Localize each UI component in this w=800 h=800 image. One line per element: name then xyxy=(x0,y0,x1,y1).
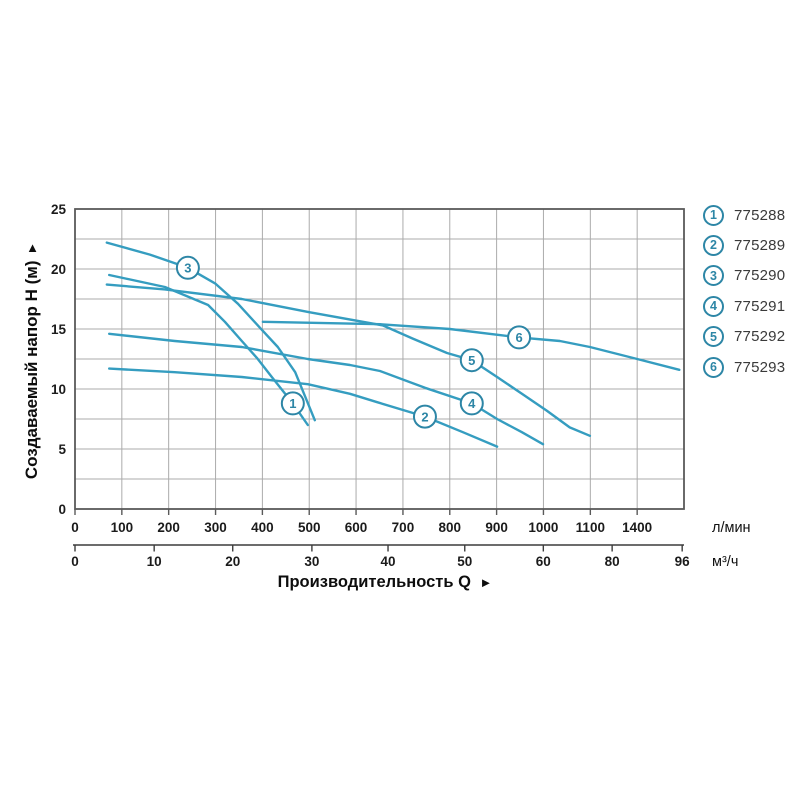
x-axis-m3h-ruler: 0 10 20 30 40 50 60 80 96 xyxy=(71,544,691,569)
curve-marker-number: 3 xyxy=(184,260,191,275)
legend-model-label: 775288 xyxy=(734,206,786,224)
legend-circle-number: 6 xyxy=(703,356,724,378)
x-m3h-tick-label: 40 xyxy=(381,554,396,569)
plot-grid xyxy=(75,209,684,509)
legend: 1 775288 2 775289 3 775290 4 775291 5 775292 6 7752… xyxy=(703,204,798,394)
y-tick-label: 5 xyxy=(58,442,66,457)
x-m3h-tick-label: 60 xyxy=(536,554,551,569)
legend-model-label: 775293 xyxy=(734,358,786,376)
legend-item-775292: 5 775292 xyxy=(703,326,785,348)
y-tick-label: 15 xyxy=(51,322,67,337)
x-m3h-tick-label: 30 xyxy=(304,554,319,569)
curve-number-markers: 1 2 3 4 5 6 xyxy=(175,255,532,429)
x-axis-title-text: Производительность Q xyxy=(277,573,471,591)
y-axis-title: Создаваемый напор H (м) ▲ xyxy=(22,215,44,505)
curve-775289 xyxy=(107,367,499,448)
curve-marker-6: 6 xyxy=(507,325,532,350)
curve-775290 xyxy=(105,241,316,422)
legend-item-775289: 2 775289 xyxy=(703,234,785,256)
legend-circle-number: 5 xyxy=(703,326,724,348)
y-tick-label: 10 xyxy=(51,382,66,397)
curve-775288 xyxy=(107,273,309,427)
x-axis-unit-m3h: м³/ч xyxy=(712,554,738,570)
x-lmin-tick-label: 1100 xyxy=(576,520,605,535)
x-lmin-tick-label: 400 xyxy=(251,520,274,535)
x-axis-unit-lmin: л/мин xyxy=(712,520,751,536)
x-m3h-tick-label: 80 xyxy=(605,554,620,569)
y-tick-label: 0 xyxy=(58,502,66,517)
curve-marker-number: 1 xyxy=(289,396,296,411)
x-lmin-tick-label: 500 xyxy=(298,520,321,535)
legend-model-label: 775290 xyxy=(734,267,786,285)
x-axis-arrow-icon: ► xyxy=(479,575,493,590)
curve-775291 xyxy=(107,332,545,446)
curve-marker-number: 6 xyxy=(515,330,522,345)
plot-border xyxy=(74,208,685,515)
x-m3h-tick-label: 20 xyxy=(225,554,240,569)
curve-marker-number: 5 xyxy=(468,353,475,368)
curve-marker-5: 5 xyxy=(459,348,484,373)
curve-marker-2: 2 xyxy=(412,404,437,429)
curve-marker-number: 2 xyxy=(421,409,428,424)
y-axis-arrow-icon: ▲ xyxy=(26,239,39,255)
x-lmin-tick-label: 1000 xyxy=(528,520,558,535)
legend-circle-number: 3 xyxy=(703,265,724,287)
curve-775292 xyxy=(105,283,592,437)
pump-curves xyxy=(105,241,681,448)
legend-circle-number: 1 xyxy=(703,204,724,226)
y-axis-title-text: Создаваемый напор H (м) xyxy=(22,260,41,480)
curve-775293 xyxy=(261,320,681,371)
x-m3h-tick-label: 0 xyxy=(71,554,79,569)
legend-item-775288: 1 775288 xyxy=(703,204,785,226)
legend-circle-number: 4 xyxy=(703,295,724,317)
x-lmin-tick-label: 700 xyxy=(392,520,415,535)
x-m3h-tick-label: 96 xyxy=(675,554,691,569)
x-lmin-tick-label: 800 xyxy=(439,520,462,535)
plot-frame xyxy=(74,208,685,510)
x-axis-lmin-tick-labels: 0 100 200 300 400 500 600 700 800 900 1000 1100 1400 xyxy=(71,520,652,535)
legend-model-label: 775291 xyxy=(734,297,786,315)
curve-marker-number: 4 xyxy=(468,396,476,411)
x-lmin-tick-label: 1400 xyxy=(622,520,652,535)
curve-marker-4: 4 xyxy=(459,391,484,416)
x-lmin-tick-label: 0 xyxy=(71,520,79,535)
curve-marker-3: 3 xyxy=(175,255,200,280)
x-lmin-tick-label: 300 xyxy=(204,520,227,535)
y-tick-label: 25 xyxy=(51,202,67,217)
curve-marker-1: 1 xyxy=(280,391,305,416)
x-lmin-tick-label: 200 xyxy=(157,520,180,535)
legend-item-775290: 3 775290 xyxy=(703,265,785,287)
x-axis-title: Производительность Q ► xyxy=(225,573,545,592)
x-m3h-tick-label: 50 xyxy=(457,554,472,569)
x-lmin-tick-label: 600 xyxy=(345,520,368,535)
y-axis-tick-labels: 0 5 10 15 20 25 xyxy=(51,202,67,517)
x-m3h-tick-label: 10 xyxy=(147,554,162,569)
legend-item-775291: 4 775291 xyxy=(703,295,785,317)
legend-model-label: 775289 xyxy=(734,236,786,254)
x-lmin-tick-label: 900 xyxy=(485,520,508,535)
legend-model-label: 775292 xyxy=(734,328,786,346)
legend-circle-number: 2 xyxy=(703,234,724,256)
x-lmin-tick-label: 100 xyxy=(111,520,134,535)
y-tick-label: 20 xyxy=(51,262,66,277)
legend-item-775293: 6 775293 xyxy=(703,356,785,378)
